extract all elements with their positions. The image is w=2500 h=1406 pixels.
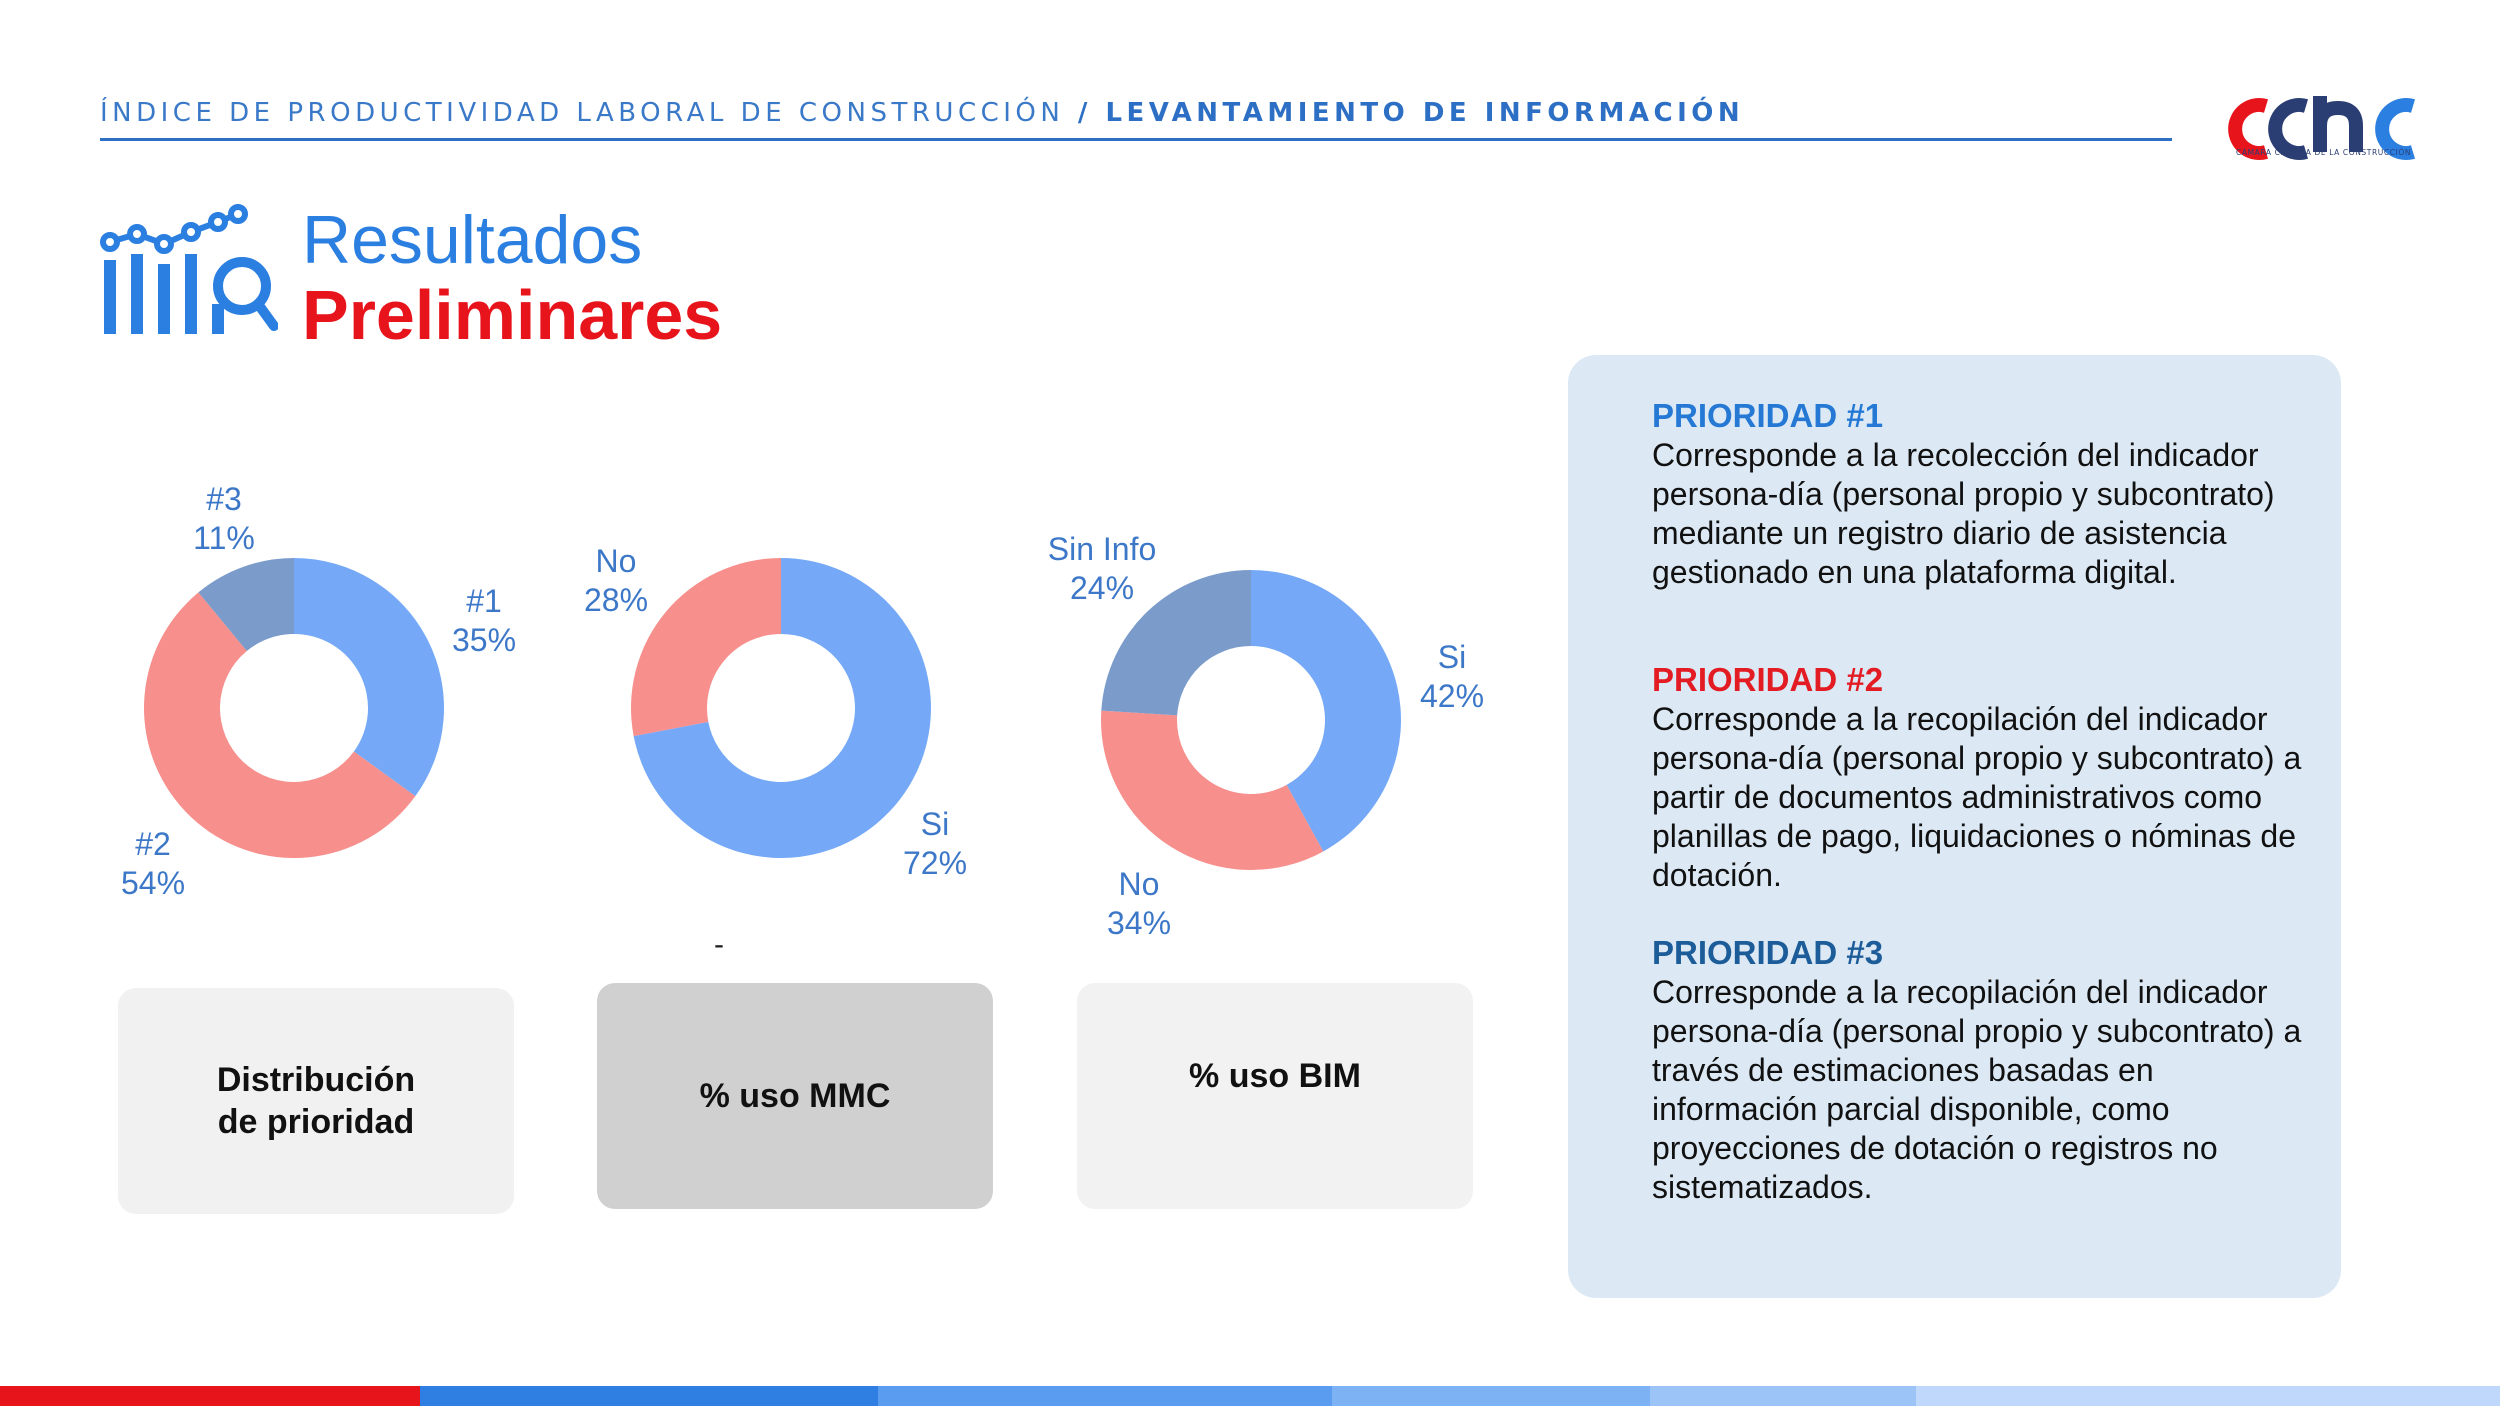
chart1-value-label-3: 11% bbox=[193, 520, 255, 556]
chart-magnifier-icon bbox=[100, 204, 278, 334]
chart2-category-label-1: Si bbox=[921, 806, 949, 842]
chart2-value-label-1: 72% bbox=[903, 845, 967, 881]
header-divider bbox=[100, 138, 2172, 141]
chart1-slice-3 bbox=[198, 558, 294, 651]
chart1-category-label-1: #1 bbox=[466, 583, 502, 619]
page-title-line2: Preliminares bbox=[302, 276, 723, 354]
priority-3-heading: PRIORIDAD #3 bbox=[1652, 934, 1884, 971]
chart1-label-line2: de prioridad bbox=[217, 1103, 415, 1141]
priority-2-text: Corresponde a la recopilación del indica… bbox=[1652, 701, 2302, 893]
chart1-label-card: Distribución de prioridad bbox=[118, 988, 514, 1214]
chart2-slice-1 bbox=[633, 558, 931, 858]
bottom-bar-segment bbox=[0, 1386, 420, 1406]
chart3-value-label-1: 42% bbox=[1420, 678, 1484, 714]
bottom-color-bar bbox=[0, 1386, 2500, 1406]
priorities-panel bbox=[1568, 355, 2341, 1298]
chart2-label: % uso MMC bbox=[699, 1076, 891, 1115]
chart3-value-label-2: 34% bbox=[1107, 905, 1171, 941]
bottom-bar-segment bbox=[1650, 1386, 1916, 1406]
page-title-line1: Resultados bbox=[302, 202, 643, 278]
chart3-slice-1 bbox=[1251, 570, 1402, 852]
chart1-value-label-2: 54% bbox=[121, 865, 185, 901]
bottom-bar-segment bbox=[1916, 1386, 2156, 1406]
priority-1-block: PRIORIDAD #1 Corresponde a la recolecció… bbox=[1652, 396, 2312, 592]
chart1-label-line1: Distribución bbox=[216, 1060, 416, 1099]
logo-subtitle: CÁMARA CHILENA DE LA CONSTRUCCIÓN bbox=[2236, 148, 2412, 157]
chart3-slice-2 bbox=[1101, 710, 1324, 870]
chart3-category-label-1: Si bbox=[1438, 639, 1466, 675]
bottom-bar-segment bbox=[420, 1386, 878, 1406]
priority-1-text: Corresponde a la recolección del indicad… bbox=[1652, 437, 2275, 590]
header-title: ÍNDICE DE PRODUCTIVIDAD LABORAL DE CONST… bbox=[100, 98, 1744, 128]
chart1-slice-2 bbox=[143, 592, 416, 859]
chart3-category-label-2: No bbox=[1119, 866, 1160, 902]
donut-charts: #1 35% #2 54% #3 11% Si 72% No 28% Si 42% No 34% Sin I… bbox=[0, 0, 1560, 1000]
chart1-category-label-2: #2 bbox=[135, 826, 171, 862]
chart3-category-label-3: Sin Info bbox=[1048, 531, 1157, 567]
priority-2-heading: PRIORIDAD #2 bbox=[1652, 661, 1884, 698]
bottom-bar-segment bbox=[1332, 1386, 1650, 1406]
header-left-text: ÍNDICE DE PRODUCTIVIDAD LABORAL DE CONST… bbox=[100, 98, 1065, 128]
priority-2-block: PRIORIDAD #2 Corresponde a la recopilaci… bbox=[1652, 660, 2312, 895]
bottom-bar-segment bbox=[2156, 1386, 2500, 1406]
chart1-value-label-1: 35% bbox=[452, 622, 516, 658]
chart2-value-label-2: 28% bbox=[584, 582, 648, 618]
chart1-slice-1 bbox=[294, 558, 445, 797]
dash-marker: - bbox=[714, 928, 724, 961]
priority-1-heading: PRIORIDAD #1 bbox=[1652, 397, 1884, 434]
chart2-label-card: % uso MMC bbox=[597, 983, 993, 1209]
chart3-slice-3 bbox=[1101, 570, 1251, 716]
chart3-label: % uso BIM bbox=[1189, 1057, 1361, 1095]
header-separator: / bbox=[1064, 98, 1106, 128]
chart3-label-card: % uso BIM bbox=[1077, 983, 1473, 1209]
chart1-category-label-3: #3 bbox=[206, 481, 242, 517]
chart2-slice-2 bbox=[631, 557, 781, 737]
cchc-logo-icon bbox=[2228, 96, 2415, 160]
header-right-text: LEVANTAMIENTO DE INFORMACIÓN bbox=[1105, 98, 1745, 128]
bottom-bar-segment bbox=[878, 1386, 1332, 1406]
priority-3-text: Corresponde a la recopilación del indica… bbox=[1652, 974, 2302, 1205]
chart2-category-label-2: No bbox=[596, 543, 637, 579]
priority-3-block: PRIORIDAD #3 Corresponde a la recopilaci… bbox=[1652, 933, 2312, 1207]
chart3-value-label-3: 24% bbox=[1070, 570, 1134, 606]
